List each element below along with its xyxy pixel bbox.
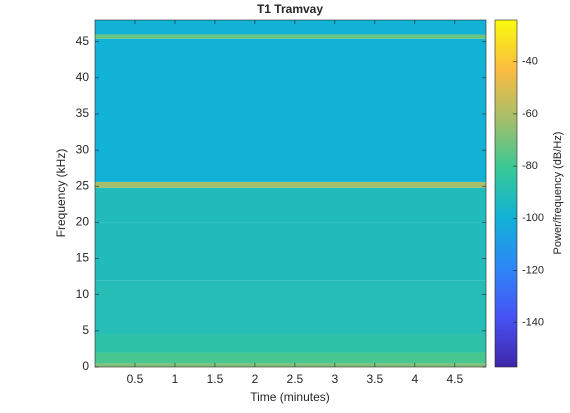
chart-title: T1 Tramvay xyxy=(257,2,323,16)
x-tick-label: 1.5 xyxy=(207,372,224,386)
y-tick-label: 5 xyxy=(82,323,89,337)
spectrogram-band xyxy=(95,187,486,223)
spectrogram-band xyxy=(95,181,486,188)
x-tick-label: 2.5 xyxy=(287,372,304,386)
spectrogram-band xyxy=(95,34,486,39)
x-tick-label: 3.5 xyxy=(367,372,384,386)
y-tick-label: 15 xyxy=(76,251,90,265)
x-tick-label: 4 xyxy=(411,372,418,386)
y-tick-label: 10 xyxy=(76,287,90,301)
x-tick-label: 2 xyxy=(252,372,259,386)
colorbar-tick-label: -120 xyxy=(522,264,544,276)
plot-frame xyxy=(94,19,487,368)
x-tick-label: 1 xyxy=(172,372,179,386)
y-tick-label: 35 xyxy=(76,106,90,120)
x-tick-label: 0.5 xyxy=(127,372,144,386)
spectrogram-band xyxy=(95,352,486,364)
colorbar-tick-label: -100 xyxy=(522,212,544,224)
y-axis-label: Frequency (kHz) xyxy=(54,149,68,238)
spectrogram-band xyxy=(95,20,486,35)
colorbar xyxy=(494,19,518,368)
spectrogram-band xyxy=(95,280,486,335)
spectrogram-band xyxy=(95,334,486,353)
colorbar-tick-label: -140 xyxy=(522,317,544,329)
x-tick-label: 3 xyxy=(332,372,339,386)
y-tick-label: 40 xyxy=(76,70,90,84)
x-tick-label: 4.5 xyxy=(446,372,463,386)
spectrogram-band xyxy=(95,363,486,367)
y-tick-label: 0 xyxy=(82,359,89,373)
spectrogram-band xyxy=(95,222,486,281)
y-tick-label: 25 xyxy=(76,178,90,192)
colorbar-tick-label: -40 xyxy=(522,56,538,68)
y-tick-label: 20 xyxy=(76,215,90,229)
colorbar-tick-label: -80 xyxy=(522,160,538,172)
y-tick-label: 45 xyxy=(76,34,90,48)
y-tick-label: 30 xyxy=(76,142,90,156)
x-axis-label: Time (minutes) xyxy=(250,390,330,404)
colorbar-label: Power/frequency (dB/Hz) xyxy=(552,132,564,255)
colorbar-tick-label: -60 xyxy=(522,108,538,120)
spectrogram-band xyxy=(95,38,486,182)
